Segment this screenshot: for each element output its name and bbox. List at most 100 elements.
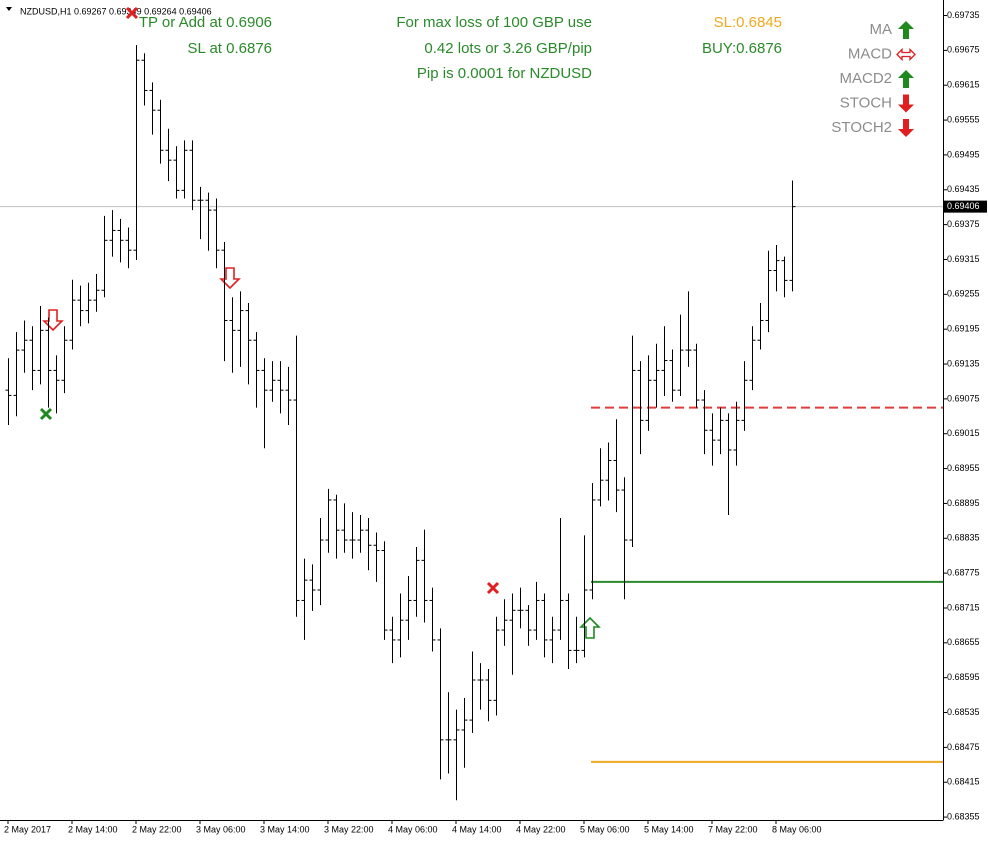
indicator-arrow-down [898, 119, 914, 137]
ohlc-bar [61, 326, 68, 394]
ohlc-bar [741, 361, 748, 431]
ohlc-bar [701, 390, 708, 455]
ohlc-bar [725, 413, 732, 516]
indicator-name: MACD [848, 45, 892, 62]
y-tick-label: 0.69435 [947, 184, 980, 194]
y-tick-label: 0.69135 [947, 358, 980, 368]
ohlc-bar [141, 53, 148, 106]
ohlc-bar [365, 517, 372, 571]
ohlc-bar [213, 198, 220, 269]
y-tick-label: 0.68535 [947, 707, 980, 717]
ohlc-bar [405, 576, 412, 640]
y-tick-label: 0.68835 [947, 533, 980, 543]
ohlc-bar [373, 532, 380, 582]
ohlc-bar [509, 593, 516, 675]
ohlc-bar [445, 692, 452, 774]
indicator-arrow-up [898, 21, 914, 39]
ohlc-bar [333, 494, 340, 559]
ohlc-bar [109, 210, 116, 257]
ohlc-bar [21, 320, 28, 373]
x-tick-label: 2 May 14:00 [68, 824, 118, 834]
y-tick-label: 0.68355 [947, 811, 980, 821]
annotation: TP or Add at 0.6906 [139, 14, 272, 31]
ohlc-bar [669, 349, 676, 402]
annotation: 0.42 lots or 3.26 GBP/pip [424, 40, 592, 57]
y-tick-label: 0.69195 [947, 324, 980, 334]
ohlc-bar [325, 488, 332, 553]
y-tick-label: 0.68715 [947, 602, 980, 612]
ohlc-bar [101, 215, 108, 298]
y-tick-label: 0.68475 [947, 742, 980, 752]
ohlc-bar [429, 587, 436, 652]
indicator-name: STOCH2 [831, 119, 892, 136]
ohlc-bar [517, 587, 524, 629]
ohlc-bar [237, 291, 244, 367]
ohlc-bar [749, 326, 756, 391]
ohlc-bar [37, 305, 44, 385]
x-tick-label: 3 May 06:00 [196, 824, 246, 834]
y-tick-label: 0.69315 [947, 254, 980, 264]
ohlc-bar [501, 599, 508, 646]
ohlc-bar [773, 244, 780, 292]
y-tick-label: 0.69495 [947, 149, 980, 159]
ohlc-bar [653, 343, 660, 408]
ohlc-bar [661, 326, 668, 396]
ohlc-bar [613, 419, 620, 513]
ohlc-bar [685, 291, 692, 367]
ohlc-bar [157, 99, 164, 164]
ohlc-bar [453, 709, 460, 801]
y-tick-label: 0.68895 [947, 498, 980, 508]
y-tick-label: 0.68415 [947, 777, 980, 787]
ohlc-bar [621, 477, 628, 600]
ohlc-bar [781, 256, 788, 298]
x-tick-label: 2 May 2017 [4, 824, 51, 834]
ohlc-bar [677, 314, 684, 396]
ohlc-bar [253, 332, 260, 408]
y-tick-label: 0.69555 [947, 114, 980, 124]
indicator-arrow-up [898, 70, 914, 88]
ohlc-bar [493, 616, 500, 716]
ohlc-bar [605, 442, 612, 501]
annotation: BUY:0.6876 [702, 40, 782, 57]
ohlc-bar [581, 535, 588, 658]
ohlc-bar [765, 250, 772, 333]
ohlc-bar [309, 564, 316, 611]
ohlc-bar [277, 361, 284, 414]
ohlc-bar [525, 605, 532, 646]
ohlc-bar [589, 483, 596, 600]
ohlc-bar [69, 279, 76, 350]
ohlc-bar [789, 180, 796, 292]
ohlc-bar [541, 593, 548, 658]
ohlc-bar [221, 242, 228, 362]
x-tick-label: 3 May 14:00 [260, 824, 310, 834]
x-tick-label: 4 May 14:00 [452, 824, 502, 834]
ohlc-bar [5, 358, 12, 426]
ohlc-bar [197, 186, 204, 240]
x-tick-label: 5 May 14:00 [644, 824, 694, 834]
x-tick-label: 3 May 22:00 [324, 824, 374, 834]
ohlc-bar [461, 698, 468, 768]
y-tick-label: 0.68775 [947, 568, 980, 578]
ohlc-bar [45, 317, 52, 408]
ohlc-bar [549, 616, 556, 664]
annotation: SL:0.6845 [714, 14, 782, 31]
price-tag-label: 0.69406 [947, 201, 980, 211]
annotation: For max loss of 100 GBP use [396, 14, 592, 31]
ohlc-bar [229, 297, 236, 373]
sell-arrow [219, 267, 241, 290]
ohlc-bar [709, 413, 716, 466]
y-tick-label: 0.69075 [947, 393, 980, 403]
indicator-arrow-neutral [896, 47, 916, 62]
ohlc-bar [421, 529, 428, 623]
ohlc-bar [477, 663, 484, 710]
ohlc-bar [413, 547, 420, 617]
indicator-name: MA [870, 21, 893, 38]
ohlc-bar [565, 593, 572, 669]
ohlc-bar [469, 651, 476, 733]
ohlc-bar [557, 517, 564, 640]
ohlc-bar [125, 227, 132, 269]
ohlc-bar [757, 303, 764, 350]
annotation: SL at 0.6876 [187, 40, 272, 57]
y-tick-label: 0.68595 [947, 672, 980, 682]
